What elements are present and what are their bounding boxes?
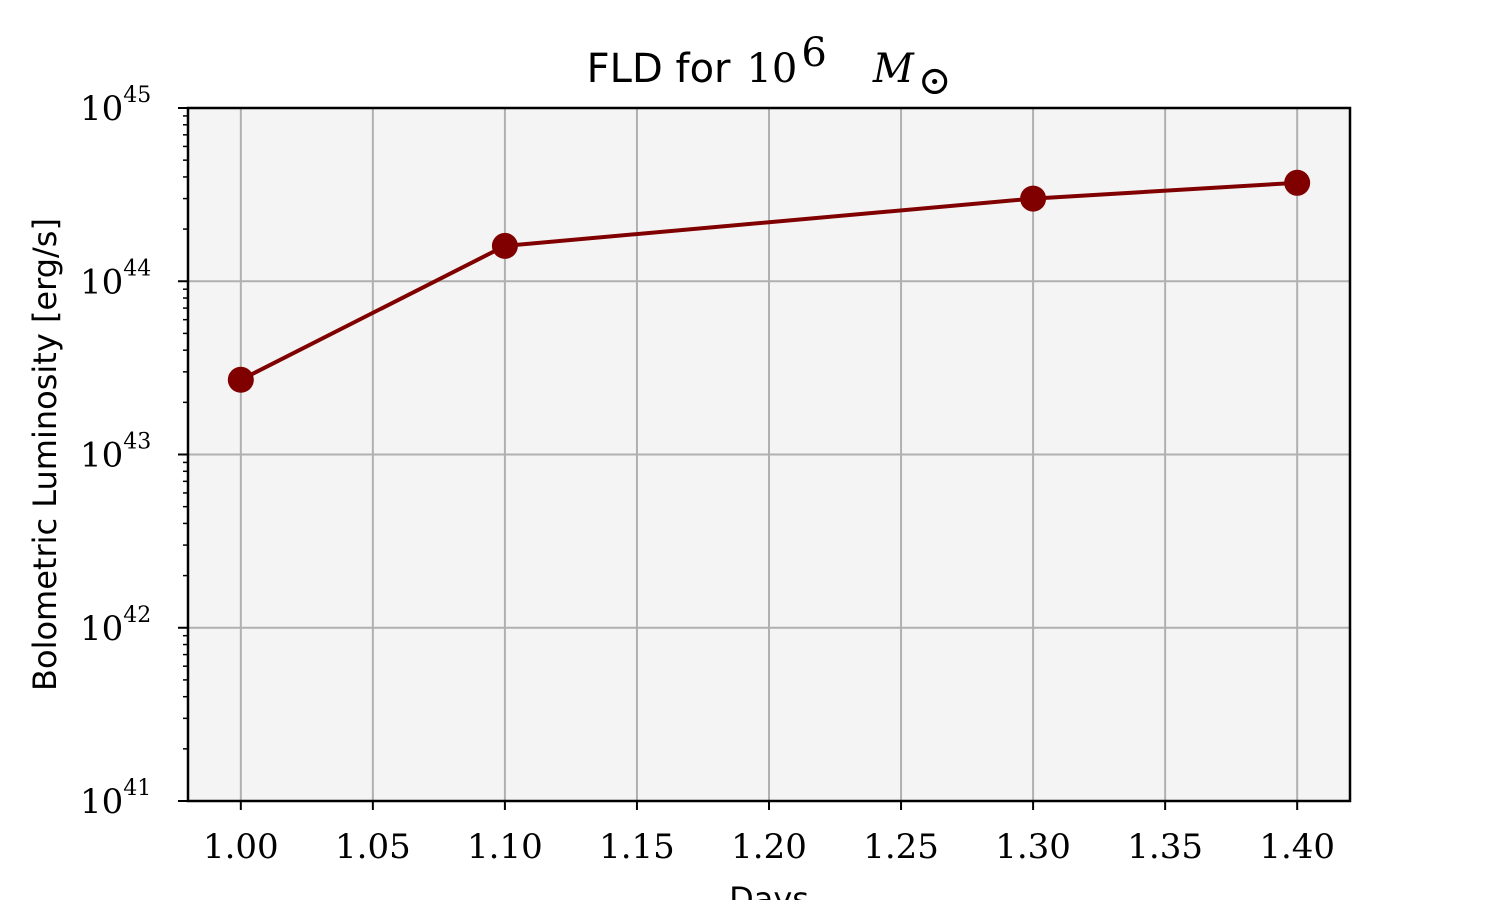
y-tick-label-base: 10 [80,89,123,129]
data-point [227,366,254,393]
x-tick-label: 1.25 [863,827,939,867]
y-tick-label-base: 10 [80,262,123,302]
x-tick-label: 1.35 [1127,827,1203,867]
y-axis-label: Bolometric Luminosity [erg/s] [26,218,64,691]
x-tick-label: 1.30 [995,827,1071,867]
y-tick-label-exponent: 41 [123,776,151,801]
y-tick-label-base: 10 [80,609,123,649]
chart-title-unit-subscript: ⊙ [918,58,952,104]
chart-title-unit-symbol: M [872,46,915,92]
x-tick-label: 1.05 [335,827,411,867]
chart-title-prefix: FLD for [587,46,731,92]
y-tick-label-exponent: 45 [123,83,151,108]
x-tick-label: 1.40 [1259,827,1335,867]
data-point [491,232,518,259]
y-tick-label-base: 10 [80,782,123,822]
y-tick-label-exponent: 42 [123,603,151,628]
x-tick-label: 1.20 [731,827,807,867]
series-layer [227,169,1311,393]
chart-title-base: 10 [746,46,797,92]
y-tick-label-exponent: 44 [123,256,151,281]
tick-layer: 1.00 1.05 1.10 1.15 1.20 1.25 1.30 1.35 1.401041… [80,83,1335,867]
data-point [1284,169,1311,196]
y-tick-label: 1045 [80,83,151,129]
y-tick-label: 1043 [80,430,151,476]
y-tick-label: 1044 [80,256,151,302]
y-tick-label-base: 10 [80,436,123,476]
x-axis-label: Days [729,880,809,900]
chart-title-exponent: 6 [801,30,826,76]
series-line [238,180,1300,382]
x-tick-label: 1.15 [599,827,675,867]
data-point [1020,185,1047,212]
y-tick-label: 1041 [80,776,151,822]
x-tick-label: 1.10 [467,827,543,867]
y-tick-label-exponent: 43 [123,430,151,455]
x-tick-label: 1.00 [203,827,279,867]
y-tick-label: 1042 [80,603,151,649]
chart-title: FLD for 10 6 M ⊙ [587,30,952,104]
